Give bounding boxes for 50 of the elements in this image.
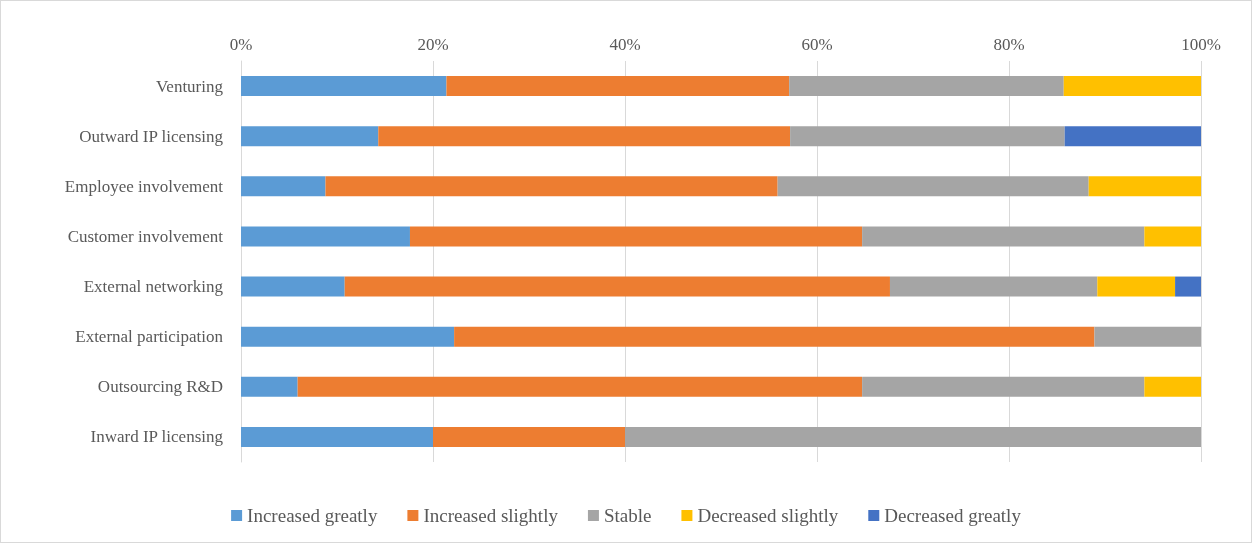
bar — [297, 376, 863, 397]
y-tick-label: External participation — [75, 327, 224, 347]
bar — [1144, 226, 1201, 247]
bar — [1175, 276, 1201, 297]
x-tick-label: 20% — [417, 35, 449, 54]
bar — [409, 226, 863, 247]
x-tick-label: 100% — [1181, 35, 1221, 54]
y-tick-label: External networking — [83, 277, 224, 297]
bar — [862, 226, 1145, 247]
bar — [1097, 276, 1176, 297]
bar — [433, 426, 625, 447]
bar — [241, 326, 455, 347]
bar — [889, 276, 1098, 297]
bar — [241, 276, 345, 297]
legend-label: Increased slightly — [423, 505, 559, 526]
bar — [862, 376, 1145, 397]
bar — [241, 76, 447, 97]
y-tick-label: Outward IP licensing — [79, 126, 224, 146]
bar — [625, 426, 1201, 447]
bar — [325, 176, 778, 197]
bar — [241, 376, 298, 397]
bar — [454, 326, 1095, 347]
y-tick-label: Employee involvement — [64, 176, 224, 196]
y-tick-label: Outsourcing R&D — [97, 377, 223, 397]
bar — [241, 126, 379, 147]
x-tick-label: 60% — [801, 35, 833, 54]
bar — [378, 126, 791, 147]
bar — [777, 176, 1089, 197]
bar — [789, 76, 1064, 97]
legend-label: Stable — [603, 505, 652, 526]
bar — [241, 426, 433, 447]
legend-label: Decreased slightly — [697, 505, 839, 526]
y-tick-label: Venturing — [155, 76, 224, 96]
y-tick-label: Inward IP licensing — [90, 427, 224, 447]
bar — [241, 176, 326, 197]
x-tick-label: 80% — [993, 35, 1025, 54]
bar — [241, 226, 410, 247]
bar — [790, 126, 1065, 147]
bar — [1094, 326, 1201, 347]
legend-label: Increased greatly — [247, 505, 378, 526]
bar — [1064, 126, 1201, 147]
bar — [344, 276, 890, 297]
bar — [446, 76, 790, 97]
x-tick-label: 0% — [229, 35, 253, 54]
bar — [1144, 376, 1201, 397]
legend-label: Decreased greatly — [884, 505, 1022, 526]
bar — [1063, 76, 1201, 97]
y-tick-label: Customer involvement — [67, 226, 224, 246]
bar — [1088, 176, 1201, 197]
x-tick-label: 40% — [609, 35, 641, 54]
